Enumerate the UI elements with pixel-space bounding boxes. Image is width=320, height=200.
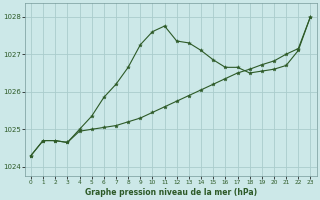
X-axis label: Graphe pression niveau de la mer (hPa): Graphe pression niveau de la mer (hPa) — [84, 188, 257, 197]
